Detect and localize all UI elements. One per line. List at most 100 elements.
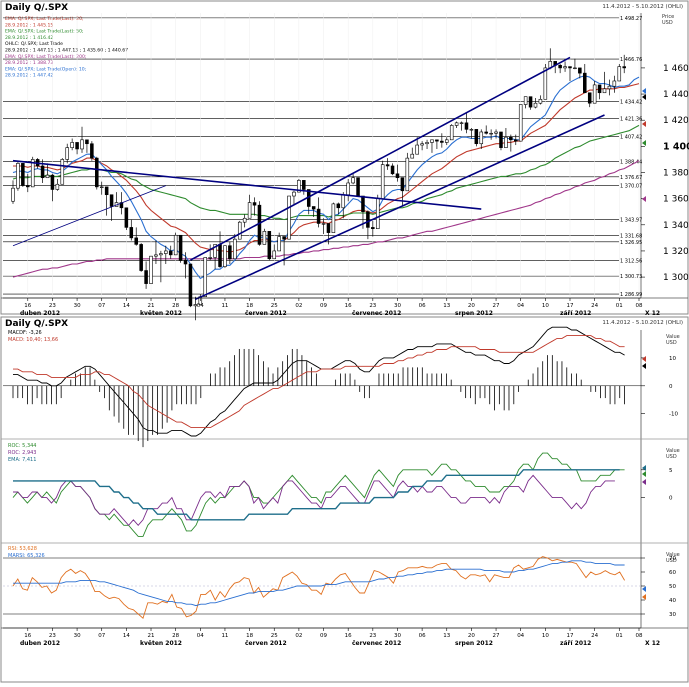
candle-body	[583, 72, 587, 94]
legend-entry: EMA: 7,411	[8, 457, 36, 463]
candle-body	[144, 270, 148, 284]
month-label: červenec 2012	[352, 310, 401, 317]
candle-body	[247, 202, 252, 219]
date-tick-label: 30	[74, 303, 81, 309]
date-tick-label: 04	[197, 633, 204, 639]
candle-body	[489, 132, 493, 135]
candle-body	[361, 195, 365, 213]
month-label: červen 2012	[245, 310, 287, 317]
candle-body	[149, 255, 153, 284]
axis-tick-label: 5	[669, 468, 673, 474]
axis-tick-label: 1 340	[663, 221, 689, 231]
axis-tick-label: 0	[669, 384, 673, 390]
axis-unit: Value	[666, 552, 680, 558]
last-value-marker	[642, 121, 646, 127]
date-tick-label: 20	[468, 633, 475, 639]
date-tick-label: 10	[542, 633, 549, 639]
date-tick-label: 11	[221, 303, 228, 309]
level-label: 1 343.97	[620, 218, 642, 224]
candle-body	[26, 185, 30, 188]
month-label: září 2012	[560, 640, 591, 647]
candle-body	[159, 253, 163, 256]
candle-body	[30, 159, 35, 188]
date-tick-label: 21	[148, 633, 155, 639]
candle-body	[509, 136, 513, 141]
level-label: 1 498.27	[620, 16, 642, 22]
date-tick-label: 07	[98, 633, 105, 639]
candle-body	[385, 164, 390, 167]
date-tick-label: 27	[493, 303, 500, 309]
trendline	[190, 56, 571, 261]
legend-entry: RSI: 53,628	[8, 546, 37, 552]
candle-body	[484, 131, 488, 134]
candle-body	[154, 254, 158, 257]
candle-body	[164, 250, 168, 254]
roc-line	[13, 474, 615, 526]
candle-body	[430, 139, 434, 143]
trendline	[195, 114, 605, 301]
candle-body	[469, 129, 474, 131]
candle-body	[104, 186, 109, 196]
candle-body	[139, 244, 143, 271]
candle-body	[425, 142, 429, 145]
legend-entry: OHLC: Q/.SPX; Last Trade	[5, 41, 63, 47]
candle-body	[405, 157, 410, 192]
candle-body	[371, 227, 375, 230]
level-label-bg	[619, 133, 639, 141]
candle-body	[479, 131, 484, 145]
candle-body	[617, 66, 622, 82]
last-value-marker	[642, 594, 646, 600]
candle-body	[326, 223, 331, 233]
candle-body	[612, 80, 617, 87]
level-label-bg	[619, 272, 639, 280]
date-tick-label: 10	[542, 303, 549, 309]
date-tick-label: 09	[320, 633, 327, 639]
roc-line	[13, 469, 620, 521]
candle-body	[228, 245, 232, 260]
candle-body	[311, 206, 316, 210]
date-tick-label: 01	[616, 303, 623, 309]
axis-tick-label: 60	[669, 570, 676, 576]
candle-body	[267, 231, 272, 260]
ema-line	[12, 75, 640, 280]
level-label: 1 326.95	[620, 240, 642, 246]
price-series	[12, 75, 640, 280]
level-label-bg	[619, 97, 639, 105]
candle-body	[514, 139, 518, 142]
candle-body	[341, 194, 346, 209]
level-label: 1 388.44	[620, 159, 642, 165]
candle-body	[292, 191, 296, 197]
indicator-frame	[0, 316, 689, 683]
candle-body	[592, 84, 597, 104]
month-label: srpen 2012	[455, 310, 493, 317]
level-label: 1 331.68	[620, 234, 642, 240]
candle-body	[336, 203, 341, 209]
date-tick-label: 13	[443, 633, 450, 639]
date-tick-label: 04	[517, 303, 524, 309]
legend-entry: MACDF: -3,26	[8, 330, 42, 336]
candle-body	[90, 143, 94, 159]
candle-body	[75, 142, 79, 150]
candle-body	[563, 66, 567, 69]
legend-entry: 28.9.2012 : 1 447.42	[5, 73, 53, 79]
month-label: srpen 2012	[455, 640, 493, 647]
candle-body	[55, 183, 60, 190]
candle-body	[568, 66, 572, 69]
candle-body	[237, 221, 242, 240]
axis-tick-label: 1 360	[663, 195, 689, 205]
candle-body	[282, 236, 286, 240]
period-label: X 12	[645, 310, 660, 317]
candle-body	[21, 163, 25, 186]
candle-body	[440, 140, 444, 143]
price-candles	[11, 48, 626, 321]
candle-body	[60, 159, 65, 185]
level-label: 1 370.07	[620, 183, 642, 189]
month-label: duben 2012	[20, 640, 60, 647]
date-tick-label: 01	[616, 633, 623, 639]
level-label: 1 466.76	[620, 57, 642, 63]
trendline	[12, 159, 482, 210]
